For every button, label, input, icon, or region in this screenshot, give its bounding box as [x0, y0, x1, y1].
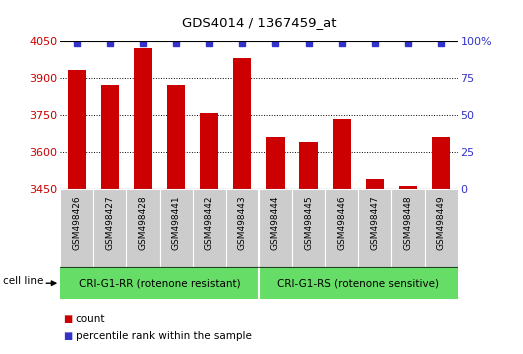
Text: GSM498426: GSM498426 [72, 196, 81, 250]
Bar [134, 48, 152, 189]
Bar [259, 189, 292, 267]
Text: GSM498447: GSM498447 [370, 196, 379, 250]
Bar [60, 189, 93, 267]
Text: GDS4014 / 1367459_at: GDS4014 / 1367459_at [181, 16, 336, 29]
Text: GSM498443: GSM498443 [238, 196, 247, 250]
Text: cell line: cell line [3, 276, 43, 286]
Text: CRI-G1-RS (rotenone sensitive): CRI-G1-RS (rotenone sensitive) [277, 278, 439, 288]
Bar [391, 189, 425, 267]
Bar [233, 58, 252, 189]
Bar [60, 267, 259, 299]
Bar [93, 189, 127, 267]
Bar [266, 137, 285, 189]
Bar [226, 189, 259, 267]
Text: GSM498445: GSM498445 [304, 196, 313, 250]
Bar [292, 189, 325, 267]
Bar [259, 267, 458, 299]
Text: GSM498441: GSM498441 [172, 196, 180, 250]
Text: GSM498442: GSM498442 [204, 196, 214, 250]
Bar [67, 70, 86, 189]
Text: CRI-G1-RR (rotenone resistant): CRI-G1-RR (rotenone resistant) [78, 278, 241, 288]
Bar [399, 185, 417, 189]
Bar [101, 85, 119, 189]
Text: GSM498428: GSM498428 [139, 196, 147, 250]
Bar [425, 189, 458, 267]
Text: percentile rank within the sample: percentile rank within the sample [76, 331, 252, 341]
Bar [127, 189, 160, 267]
Text: GSM498444: GSM498444 [271, 196, 280, 250]
Bar [358, 189, 391, 267]
Text: GSM498449: GSM498449 [437, 196, 446, 250]
Bar [160, 189, 192, 267]
Text: GSM498427: GSM498427 [105, 196, 115, 250]
Bar [325, 189, 358, 267]
Bar [167, 85, 185, 189]
Text: GSM498448: GSM498448 [403, 196, 413, 250]
Text: count: count [76, 314, 105, 324]
Text: ■: ■ [63, 314, 72, 324]
Text: ■: ■ [63, 331, 72, 341]
Bar [192, 189, 226, 267]
Bar [200, 113, 218, 189]
Bar [432, 137, 450, 189]
Bar [300, 142, 317, 189]
Text: GSM498446: GSM498446 [337, 196, 346, 250]
Bar [366, 179, 384, 189]
Bar [333, 119, 351, 189]
